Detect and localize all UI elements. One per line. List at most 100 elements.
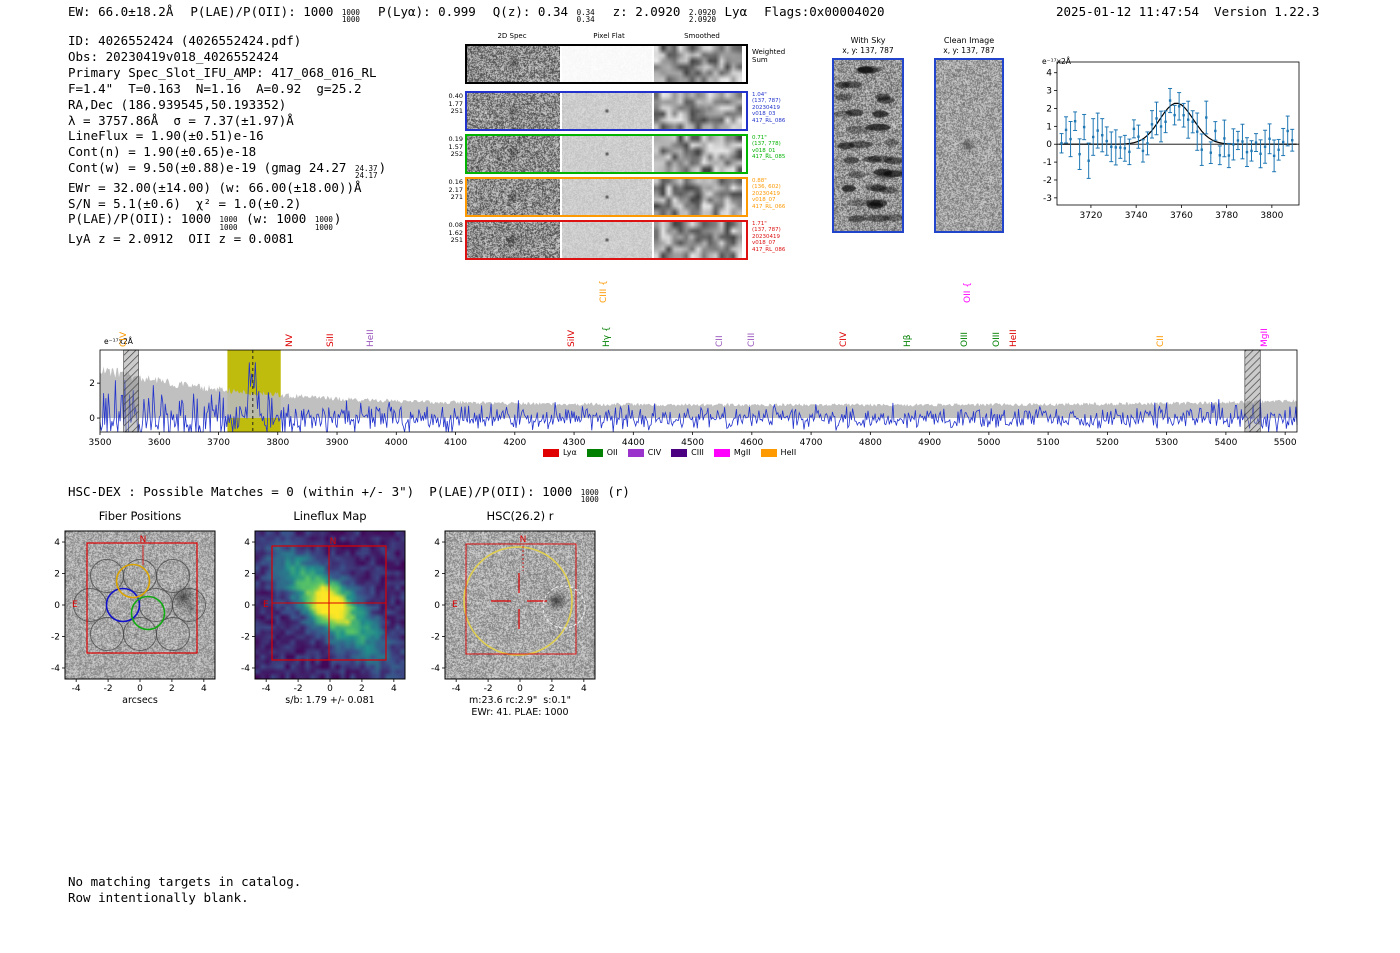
cutout-xlabel2: EWr: 41. PLAE: 1000 (471, 707, 569, 718)
svg-text:4: 4 (244, 538, 250, 548)
selected-fiber-green (130, 595, 166, 631)
svg-text:0: 0 (327, 684, 333, 694)
annotation-line: 20230419 (752, 190, 780, 197)
stat-value: 0.08 (448, 221, 463, 229)
svg-text:4: 4 (201, 684, 207, 694)
header-stat: EW: 66.0±18.2Å (68, 4, 174, 19)
spec2d-smoothed-image (654, 179, 742, 215)
svg-text:0: 0 (244, 601, 250, 611)
info-line: Cont(w) = 9.50(±0.88)e-19 (gmag 24.27 24… (68, 160, 387, 181)
svg-text:4800: 4800 (859, 438, 882, 448)
legend-item: CIII (671, 448, 704, 457)
svg-text:-2: -2 (241, 632, 250, 642)
spec2d-2dspec-image (467, 222, 560, 258)
svg-text:-1: -1 (1043, 158, 1052, 168)
neighbor-aperture-dashed (542, 585, 586, 629)
svg-text:4: 4 (54, 538, 60, 548)
svg-text:4400: 4400 (622, 438, 645, 448)
legend-swatch (760, 448, 777, 457)
svg-text:-2: -2 (51, 632, 60, 642)
emission-line-label: Hγ { (602, 326, 613, 347)
svg-text:-2: -2 (431, 632, 440, 642)
svg-text:5100: 5100 (1037, 438, 1060, 448)
legend-item: HeII (760, 448, 797, 457)
legend-label: OII (606, 448, 618, 457)
fullspec-ylabel: e⁻¹⁷x2Å (104, 337, 133, 346)
svg-text:2: 2 (359, 684, 365, 694)
compass-north: N (330, 537, 337, 547)
hsc-matches-header: HSC-DEX : Possible Matches = 0 (within +… (68, 484, 630, 505)
stacked-fraction: 1000 1000 (341, 8, 360, 25)
stat-value: 2.17 (448, 185, 463, 194)
svg-text:3800: 3800 (1260, 211, 1283, 221)
cutout-xlabel: arcsecs (122, 695, 158, 706)
cutout-title: Fiber Positions (98, 509, 182, 523)
info-line: F=1.4" T=0.163 N=1.16 A=0.92 g=25.2 (68, 80, 362, 96)
compass-east: E (452, 600, 458, 610)
compass-north: N (520, 535, 527, 545)
svg-text:-4: -4 (241, 664, 250, 674)
svg-text:5000: 5000 (977, 438, 1000, 448)
stat-value: 1.57 (448, 142, 463, 151)
stat-value: 0.16 (448, 178, 463, 186)
linefit-ylabel: e⁻¹⁷x2Å (1042, 57, 1071, 66)
spec2d-row (465, 220, 748, 260)
cutout-axes: -4 -4 -2 -2 0 0 2 2 4 4 (51, 530, 216, 694)
header-stat: z: 2.0920 2.0920 2.0920 Lyα (612, 4, 748, 25)
info-line: P(LAE)/P(OII): 1000 1000 1000 (w: 1000 10… (68, 211, 342, 232)
compass-east: E (72, 600, 78, 610)
svg-text:2: 2 (244, 570, 250, 580)
svg-text:0: 0 (137, 684, 143, 694)
stat-value: 1.77 (448, 99, 463, 108)
annotation-line: 0.71" (752, 135, 767, 141)
svg-text:3900: 3900 (326, 438, 349, 448)
spec2d-col-header: Smoothed (684, 32, 720, 40)
svg-text:4700: 4700 (800, 438, 823, 448)
svg-text:2: 2 (549, 684, 555, 694)
legend-label: HeII (780, 448, 797, 457)
spec2d-row-stats: 0.19 1.57 252 (443, 135, 463, 159)
svg-text:-4: -4 (72, 684, 81, 694)
spec2d-row (465, 44, 748, 84)
svg-text:0: 0 (1046, 140, 1052, 150)
info-line: EWr = 32.00(±14.00) (w: 66.00(±18.00))Å (68, 179, 362, 195)
emission-line-label: CIII (746, 332, 757, 347)
spec2d-2dspec-image (467, 179, 560, 215)
cutout-title: HSC(26.2) r (486, 509, 554, 523)
legend-label: CIII (691, 448, 704, 457)
emission-line-label: CIV (118, 331, 129, 347)
spec2d-pixelflat-image (562, 93, 652, 129)
spec2d-smoothed-image (654, 93, 742, 129)
svg-text:2: 2 (1046, 104, 1052, 114)
clean-image (934, 58, 1004, 233)
annotation-line: 0.88" (752, 178, 767, 184)
info-line: ID: 4026552424 (4026552424.pdf) (68, 33, 302, 48)
extraction-box (465, 543, 577, 655)
svg-text:2: 2 (89, 379, 95, 389)
stat-value: 1.62 (448, 228, 463, 237)
annotation-line: v018_01 (752, 147, 776, 154)
footer-line: Row intentionally blank. (68, 889, 249, 905)
cutout-xlabel: m:23.6 rc:2.9" s:0.1" (469, 695, 571, 706)
annotation-line: 1.71" (752, 221, 767, 227)
svg-text:5200: 5200 (1096, 438, 1119, 448)
emission-line-label: NV (285, 334, 296, 347)
compass-east: E (263, 600, 269, 610)
legend-swatch (543, 448, 559, 457)
spec2d-row-stats: 0.16 2.17 271 (443, 178, 463, 202)
stat-value: 271 (450, 193, 463, 202)
svg-text:4300: 4300 (563, 438, 586, 448)
stacked-fraction: 1000 1000 (314, 215, 333, 232)
legend-item: Lyα (543, 448, 577, 457)
stacked-fraction: 1000 1000 (580, 488, 599, 505)
svg-text:4600: 4600 (740, 438, 763, 448)
annotation-line: 1.04" (752, 92, 767, 98)
info-line: LyA z = 2.0912 OII z = 0.0081 (68, 230, 294, 246)
spec2d-pixelflat-image (562, 179, 652, 215)
spec2d-2dspec-image (467, 93, 560, 129)
svg-text:4: 4 (434, 538, 440, 548)
stat-value: 0.40 (448, 92, 463, 100)
spec2d-row-annotation: 0.88" (136, 602) 20230419 v018_07 417_RL_066 (752, 178, 794, 210)
summary-header: EW: 66.0±18.2Å P(LAE)/P(OII): 1000 1000 10… (68, 4, 885, 25)
spec2d-row (465, 134, 748, 174)
